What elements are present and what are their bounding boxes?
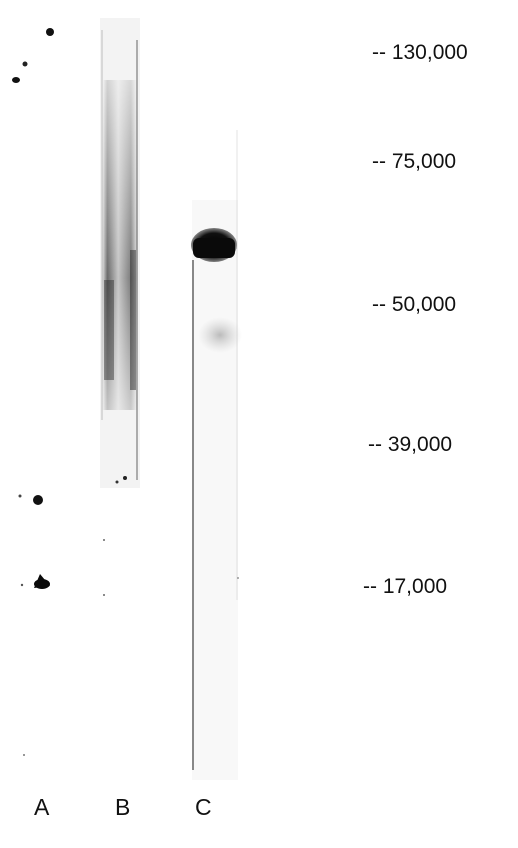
lane-c-bands: [191, 130, 242, 780]
marker-130000-label: -- 130,000: [372, 41, 468, 64]
lane-b-label: B: [115, 794, 131, 820]
lane-a-spots: [12, 28, 54, 756]
lane-b-smear: [100, 18, 140, 596]
lane-a-label: A: [34, 794, 50, 820]
marker-50000-label: -- 50,000: [372, 293, 457, 316]
marker-17000-label: -- 17,000: [363, 575, 448, 598]
marker-75000-label: -- 75,000: [372, 150, 457, 173]
marker-39000-label: -- 39,000: [368, 433, 453, 456]
lane-c-label: C: [195, 794, 212, 820]
